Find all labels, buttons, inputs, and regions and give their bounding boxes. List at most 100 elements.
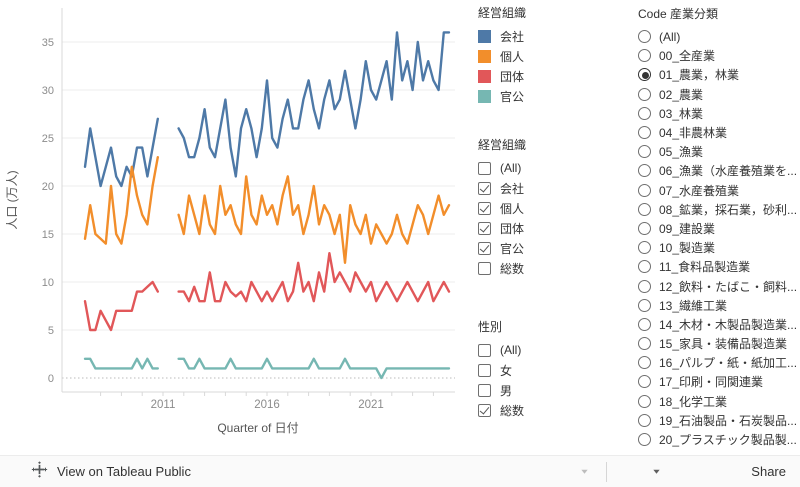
checkbox[interactable] [478, 261, 491, 275]
series-line-organization [83, 252, 451, 332]
checkbox-item[interactable]: 個人 [478, 198, 616, 218]
radio-item-label: 16_パルプ・紙・紙加工... [659, 356, 798, 371]
radio[interactable] [638, 260, 651, 274]
radio-item[interactable]: 10_製造業 [638, 238, 798, 257]
radio-item-label: 12_飲料・たばこ・飼料... [659, 279, 798, 294]
view-on-tableau-public-link[interactable]: View on Tableau Public [57, 464, 191, 479]
checkbox-checked[interactable] [478, 181, 491, 195]
legend-swatch [478, 69, 491, 83]
radio-item[interactable]: 11_食料品製造業 [638, 257, 798, 276]
radio[interactable] [638, 49, 651, 63]
checkbox-checked[interactable] [478, 201, 491, 215]
radio-item[interactable]: 18_化学工業 [638, 392, 798, 411]
radio[interactable] [638, 241, 651, 255]
line-chart[interactable]: 0 5 10 15 20 25 30 35 2011 2016 2021 人口 (万人) Quarter… [0, 0, 460, 455]
legend-item[interactable]: 団体 [478, 66, 616, 86]
toolbar-right: Share [420, 461, 800, 482]
radio-item[interactable]: 07_水産養殖業 [638, 181, 798, 200]
checkbox[interactable] [478, 343, 491, 357]
color-legend-title: 経営組織 [478, 6, 527, 20]
checkbox-item-label: 男 [500, 383, 513, 398]
share-button[interactable]: Share [722, 462, 786, 481]
radio-item[interactable]: 20_プラスチック製品製... [638, 430, 798, 449]
x-axis-title: Quarter of 日付 [217, 421, 298, 435]
checkbox-item[interactable]: 男 [478, 380, 616, 400]
fullscreen-button[interactable] [678, 462, 705, 481]
radio-selected[interactable] [638, 68, 651, 82]
legend-item[interactable]: 会社 [478, 26, 616, 46]
radio-item[interactable]: 19_石油製品・石炭製品... [638, 411, 798, 430]
radio[interactable] [638, 298, 651, 312]
checkbox-checked[interactable] [478, 241, 491, 255]
radio[interactable] [638, 87, 651, 101]
radio[interactable] [638, 337, 651, 351]
radio[interactable] [638, 433, 651, 447]
checkbox-item-label: 女 [500, 363, 513, 378]
radio-item[interactable]: 15_家具・装備品製造業 [638, 334, 798, 353]
radio-item[interactable]: 16_パルプ・紙・紙加工... [638, 353, 798, 372]
checkbox-item[interactable]: 団体 [478, 218, 616, 238]
series-line-company [83, 31, 451, 188]
download-button[interactable] [624, 462, 661, 482]
radio-item[interactable]: 03_林業 [638, 104, 798, 123]
toolbar-separator [606, 461, 608, 482]
radio-item[interactable]: 01_農業，林業 [638, 65, 798, 84]
radio-item-label: 13_繊維工業 [659, 298, 728, 313]
radio[interactable] [638, 317, 651, 331]
refresh-button[interactable] [552, 462, 589, 481]
checkbox-item[interactable]: 総数 [478, 400, 616, 420]
radio-item[interactable]: 14_木材・木製品製造業... [638, 315, 798, 334]
checkbox-item[interactable]: 会社 [478, 178, 616, 198]
checkbox-item[interactable]: 官公 [478, 238, 616, 258]
checkbox[interactable] [478, 161, 491, 175]
radio[interactable] [638, 221, 651, 235]
checkbox[interactable] [478, 363, 491, 377]
y-tick-label: 20 [42, 181, 54, 193]
checkbox-item-label: 団体 [500, 221, 525, 236]
radio[interactable] [638, 145, 651, 159]
checkbox-checked[interactable] [478, 403, 491, 417]
radio[interactable] [638, 164, 651, 178]
filter-seibetsu-items: (All) 女男総数 [478, 340, 616, 420]
revert-button[interactable] [508, 462, 535, 481]
checkbox-item[interactable]: 女 [478, 360, 616, 380]
checkbox-item[interactable]: (All) [478, 340, 616, 360]
radio-item[interactable]: 08_鉱業，採石業，砂利... [638, 200, 798, 219]
radio[interactable] [638, 413, 651, 427]
radio[interactable] [638, 202, 651, 216]
radio[interactable] [638, 126, 651, 140]
checkbox-checked[interactable] [478, 221, 491, 235]
radio-item[interactable]: 17_印刷・同関連業 [638, 372, 798, 391]
radio-item[interactable]: 05_漁業 [638, 142, 798, 161]
checkbox[interactable] [478, 383, 491, 397]
radio-item[interactable]: 02_農業 [638, 85, 798, 104]
checkbox-item-label: (All) [500, 161, 522, 175]
redo-button[interactable] [464, 462, 491, 481]
radio-item[interactable]: 09_建設業 [638, 219, 798, 238]
radio[interactable] [638, 30, 651, 44]
industry-filter-title: Code 産業分類 [638, 7, 719, 21]
radio[interactable] [638, 394, 651, 408]
radio-item[interactable]: (All) [638, 27, 798, 46]
radio-item[interactable]: 06_漁業（水産養殖業を... [638, 161, 798, 180]
legend-swatch [478, 29, 491, 43]
legend-item[interactable]: 個人 [478, 46, 616, 66]
caret-down-icon [581, 469, 588, 474]
radio[interactable] [638, 375, 651, 389]
radio-item[interactable]: 13_繊維工業 [638, 296, 798, 315]
radio[interactable] [638, 356, 651, 370]
radio-item-label: 19_石油製品・石炭製品... [659, 413, 798, 428]
legend-item[interactable]: 官公 [478, 86, 616, 106]
radio-item[interactable]: 04_非農林業 [638, 123, 798, 142]
radio-item[interactable]: 00_全産業 [638, 46, 798, 65]
radio[interactable] [638, 106, 651, 120]
y-tick-label: 35 [42, 37, 54, 49]
radio[interactable] [638, 279, 651, 293]
radio-item-label: 10_製造業 [659, 241, 716, 256]
radio-item[interactable]: 12_飲料・たばこ・飼料... [638, 276, 798, 295]
checkbox-item[interactable]: 総数 [478, 258, 616, 278]
radio-item-label: (All) [659, 29, 681, 44]
undo-button[interactable] [420, 462, 447, 481]
checkbox-item[interactable]: (All) [478, 158, 616, 178]
radio[interactable] [638, 183, 651, 197]
